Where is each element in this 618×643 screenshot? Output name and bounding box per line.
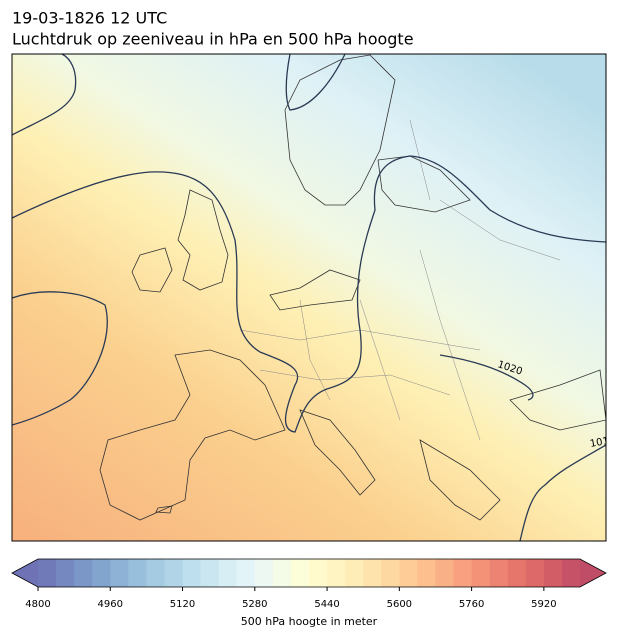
- colorbar-segment: [218, 559, 238, 587]
- colorbar-segment: [471, 559, 491, 587]
- scandinavia: [284, 54, 396, 206]
- colorbar: 4800 4960 5120 5280 5440 5600 5760 5920: [11, 558, 607, 610]
- colorbar-segment: [128, 559, 147, 587]
- colorbar-segment: [309, 559, 328, 587]
- balkans: [419, 439, 501, 521]
- iberia-france: [99, 349, 286, 521]
- isobar: [519, 444, 606, 541]
- colorbar-segment: [417, 559, 436, 587]
- colorbar-label: 500 hPa hoogte in meter: [241, 615, 378, 628]
- colorbar-segment: [543, 559, 563, 587]
- colorbar-segment: [236, 559, 256, 587]
- colorbar-segment: [453, 559, 473, 587]
- colorbar-tick-label: 5760: [459, 599, 484, 610]
- italy: [299, 409, 376, 496]
- great-britain: [177, 189, 229, 291]
- colorbar-segment: [92, 559, 111, 587]
- colorbar-tick-label: 4960: [98, 599, 123, 610]
- colorbar-tick-label: 4800: [25, 599, 50, 610]
- colorbar-segment: [38, 559, 57, 587]
- contour-label: 101: [589, 436, 610, 450]
- isobar: [12, 291, 108, 426]
- colorbar-segment: [110, 559, 129, 587]
- colorbar-segment: [381, 559, 400, 587]
- colorbar-segment: [525, 559, 545, 587]
- colorbar-segment: [254, 559, 274, 587]
- colorbar-tick-label: 5440: [314, 599, 339, 610]
- colorbar-segment: [327, 559, 346, 587]
- colorbar-segment: [182, 559, 202, 587]
- isobar: [285, 54, 346, 111]
- map: 1020 101: [12, 54, 610, 541]
- colorbar-extend-high: [580, 559, 606, 587]
- colorbar-segment: [399, 559, 418, 587]
- island: [155, 505, 173, 514]
- black-sea: [509, 369, 606, 431]
- colorbar-segment: [363, 559, 382, 587]
- coastlines: [99, 54, 606, 521]
- ireland: [131, 247, 173, 293]
- isobars: [12, 54, 606, 541]
- colorbar-segment: [507, 559, 527, 587]
- colorbar-segment: [272, 559, 292, 587]
- baltic: [377, 155, 471, 213]
- colorbar-segment: [489, 559, 509, 587]
- height-field: [12, 54, 606, 541]
- isobar: [12, 54, 77, 136]
- colorbar-segment: [200, 559, 220, 587]
- colorbar-segment: [164, 559, 184, 587]
- colorbar-segment: [146, 559, 165, 587]
- colorbar-segment: [56, 559, 75, 587]
- colorbar-tick-label: 5920: [531, 599, 556, 610]
- map-frame: [11, 53, 607, 542]
- north-coast: [269, 269, 361, 311]
- colorbar-segment: [345, 559, 364, 587]
- colorbar-tick-label: 5600: [387, 599, 412, 610]
- isobar: [12, 155, 606, 433]
- colorbar-tick-label: 5280: [242, 599, 267, 610]
- colorbar-tick-label: 5120: [170, 599, 195, 610]
- colorbar-extend-low: [12, 559, 38, 587]
- colorbar-frame: [11, 558, 607, 588]
- colorbar-segment: [290, 559, 310, 587]
- date-title: 19-03-1826 12 UTC: [12, 9, 167, 28]
- isobar: [439, 354, 534, 401]
- colorbar-segment: [74, 559, 93, 587]
- map-title: Luchtdruk op zeeniveau in hPa en 500 hPa…: [12, 30, 414, 49]
- colorbar-segment: [435, 559, 455, 587]
- colorbar-segment: [561, 559, 581, 587]
